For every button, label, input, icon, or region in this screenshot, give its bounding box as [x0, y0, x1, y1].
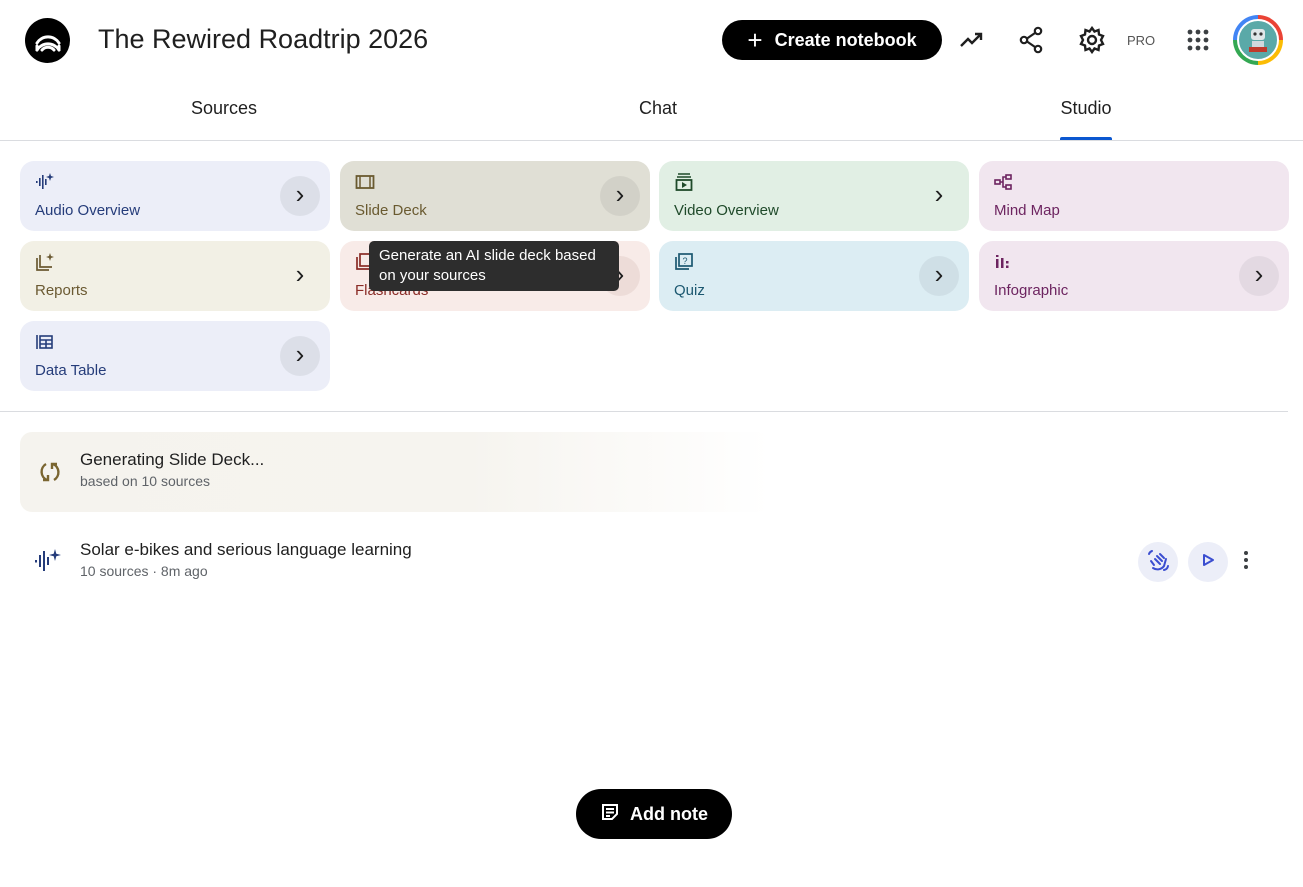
studio-card-slide-deck[interactable]: Slide Deck ›	[340, 161, 650, 231]
apps-grid-icon[interactable]	[1183, 25, 1213, 55]
reports-icon	[35, 252, 55, 272]
chevron-right-icon[interactable]: ›	[280, 176, 320, 216]
studio-card-quiz[interactable]: ? Quiz ›	[659, 241, 969, 311]
create-notebook-label: Create notebook	[774, 29, 917, 50]
share-icon[interactable]	[1016, 25, 1046, 55]
card-label: Audio Overview	[35, 202, 141, 219]
quiz-icon: ?	[674, 252, 694, 272]
chevron-right-icon[interactable]: ›	[919, 256, 959, 296]
studio-card-reports[interactable]: Reports ›	[20, 241, 330, 311]
card-label: Quiz	[674, 282, 705, 299]
sync-spinner-icon	[38, 459, 62, 490]
infographic-icon	[994, 252, 1014, 272]
video-icon	[674, 172, 694, 192]
play-icon	[1201, 553, 1215, 572]
notebooklm-logo-icon[interactable]	[25, 18, 70, 63]
avatar[interactable]	[1233, 15, 1283, 65]
chevron-right-icon[interactable]: ›	[600, 176, 640, 216]
chevron-right-icon[interactable]: ›	[934, 179, 944, 209]
chevron-right-icon[interactable]: ›	[280, 336, 320, 376]
pro-badge: PRO	[1127, 33, 1156, 48]
create-notebook-button[interactable]: + Create notebook	[722, 20, 942, 60]
hand-wave-icon	[1147, 549, 1169, 576]
tab-studio[interactable]: Studio	[1060, 98, 1112, 118]
card-label: Data Table	[35, 362, 107, 379]
section-divider	[0, 411, 1288, 412]
studio-card-data-table[interactable]: Data Table ›	[20, 321, 330, 391]
audio-sparkle-icon	[35, 172, 55, 192]
generating-subtitle: based on 10 sources	[80, 473, 210, 489]
tab-chat[interactable]: Chat	[638, 98, 678, 118]
studio-card-video-overview[interactable]: Video Overview ›	[659, 161, 969, 231]
slides-icon	[355, 172, 375, 192]
add-note-label: Add note	[630, 803, 708, 824]
studio-card-mind-map[interactable]: Mind Map	[979, 161, 1289, 231]
plus-icon: +	[747, 25, 763, 55]
studio-card-infographic[interactable]: Infographic ›	[979, 241, 1289, 311]
card-label: Slide Deck	[355, 202, 427, 219]
add-note-button[interactable]: Add note	[576, 789, 732, 839]
card-label: Reports	[35, 282, 88, 299]
generating-title: Generating Slide Deck...	[80, 450, 265, 469]
artifact-meta: 10 sources · 8m ago	[80, 563, 208, 579]
artifact-title: Solar e-bikes and serious language learn…	[80, 540, 412, 559]
interactive-mode-button[interactable]	[1138, 542, 1178, 582]
analytics-icon[interactable]	[957, 25, 987, 55]
notebook-title[interactable]: The Rewired Roadtrip 2026	[98, 24, 429, 54]
data-table-icon	[35, 332, 55, 352]
tabs-divider	[0, 140, 1303, 141]
studio-card-audio-overview[interactable]: Audio Overview ›	[20, 161, 330, 231]
chevron-right-icon[interactable]: ›	[295, 259, 305, 289]
card-label: Infographic	[994, 282, 1069, 299]
mind-map-icon	[994, 172, 1014, 192]
tab-sources[interactable]: Sources	[190, 98, 258, 118]
settings-icon[interactable]	[1077, 25, 1107, 55]
active-tab-indicator	[1060, 137, 1112, 140]
generating-item: Generating Slide Deck... based on 10 sou…	[20, 432, 770, 512]
svg-text:?: ?	[683, 256, 688, 266]
play-button[interactable]	[1188, 542, 1228, 582]
card-label: Mind Map	[994, 202, 1060, 219]
chevron-right-icon[interactable]: ›	[1239, 256, 1279, 296]
slide-deck-tooltip: Generate an AI slide deck based on your …	[369, 241, 619, 291]
artifact-row[interactable]: Solar e-bikes and serious language learn…	[20, 530, 1290, 590]
more-options-icon[interactable]	[1242, 550, 1250, 575]
audio-sparkle-icon	[34, 547, 62, 580]
card-label: Video Overview	[674, 202, 779, 219]
note-icon	[600, 802, 620, 827]
